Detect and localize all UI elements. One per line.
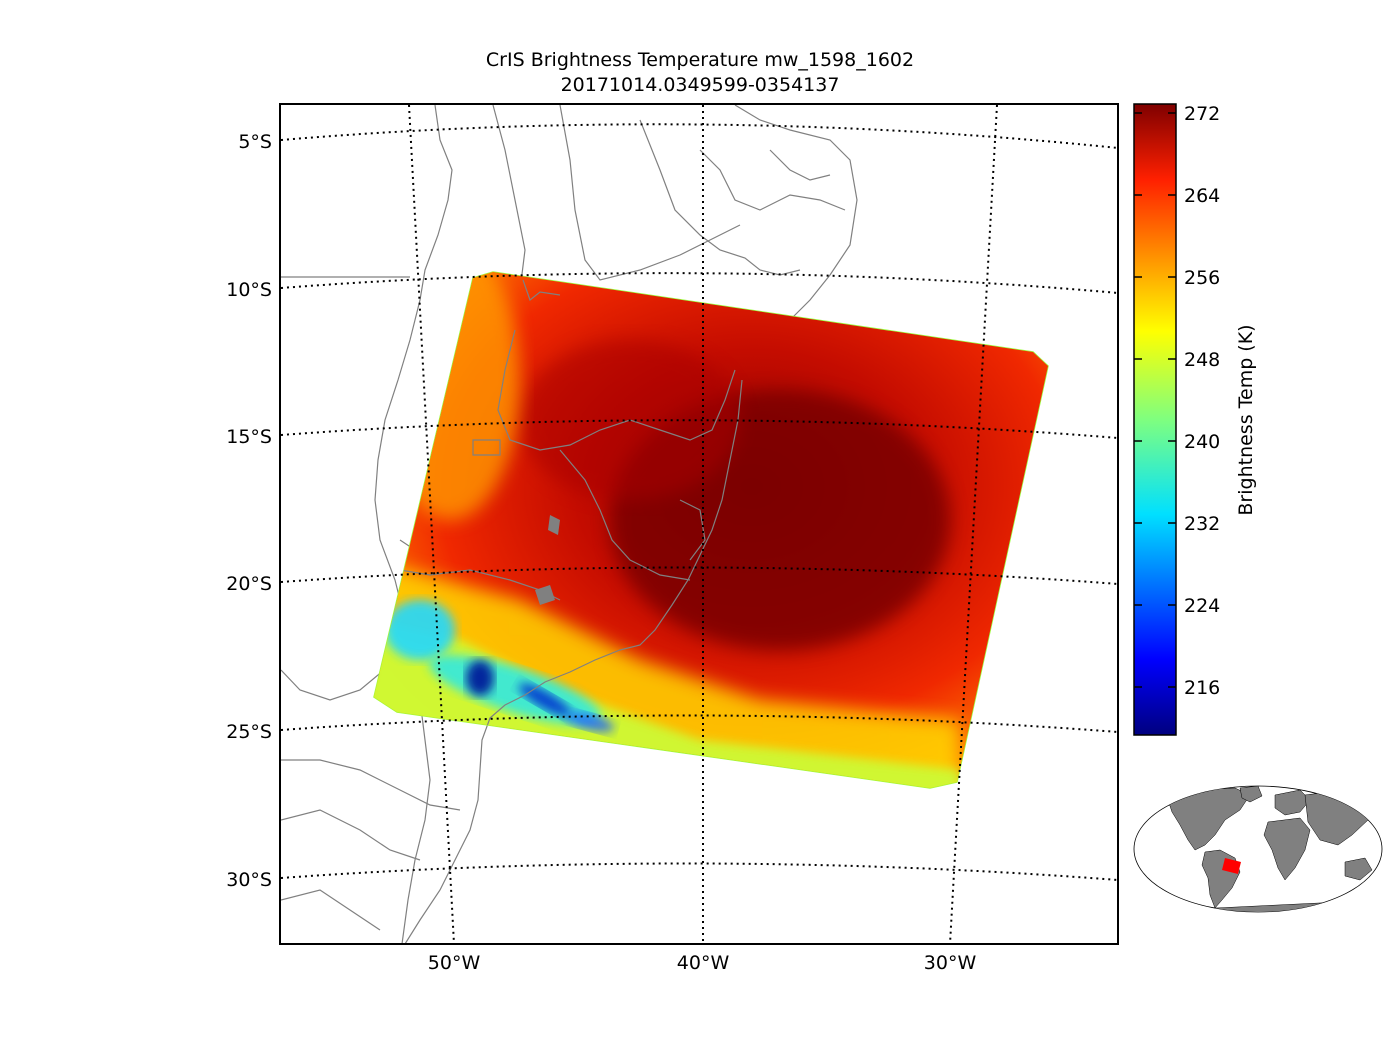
inset-swath-marker: [1222, 858, 1241, 874]
chart-subtitle: 20171014.0349599-0354137: [560, 74, 840, 96]
graticule: [281, 105, 1118, 944]
colorbar: 272 264 256 248 240 232 224 216 Brightne…: [1133, 103, 1257, 736]
lat-label-30s: 30°S: [226, 869, 272, 891]
map-area: [281, 105, 1118, 944]
inset-world-map: [1133, 785, 1383, 913]
colorbar-tick-232: 232: [1184, 513, 1220, 535]
lon-label-40w: 40°W: [677, 952, 730, 974]
lon-label-50w: 50°W: [428, 952, 481, 974]
lat-label-15s: 15°S: [226, 426, 272, 448]
lat-label-10s: 10°S: [226, 279, 272, 301]
lon-axis: 50°W 40°W 30°W: [428, 952, 977, 974]
lat-label-25s: 25°S: [226, 721, 272, 743]
colorbar-tick-272: 272: [1184, 103, 1220, 125]
colorbar-label: Brightness Temp (K): [1235, 324, 1257, 515]
colorbar-tick-240: 240: [1184, 431, 1220, 453]
map-frame: [279, 103, 1119, 945]
lat-axis: 5°S 10°S 15°S 20°S 25°S 30°S: [226, 131, 272, 891]
colorbar-tick-264: 264: [1184, 185, 1220, 207]
chart-title: CrIS Brightness Temperature mw_1598_1602: [485, 49, 915, 71]
lat-label-20s: 20°S: [226, 573, 272, 595]
colorbar-tick-256: 256: [1184, 267, 1220, 289]
swath: [373, 271, 1049, 789]
colorbar-tick-216: 216: [1184, 677, 1220, 699]
colorbar-gradient: [1133, 103, 1177, 736]
colorbar-tick-224: 224: [1184, 595, 1220, 617]
colorbar-tick-248: 248: [1184, 349, 1220, 371]
lon-label-30w: 30°W: [924, 952, 977, 974]
lat-label-5s: 5°S: [238, 131, 272, 153]
